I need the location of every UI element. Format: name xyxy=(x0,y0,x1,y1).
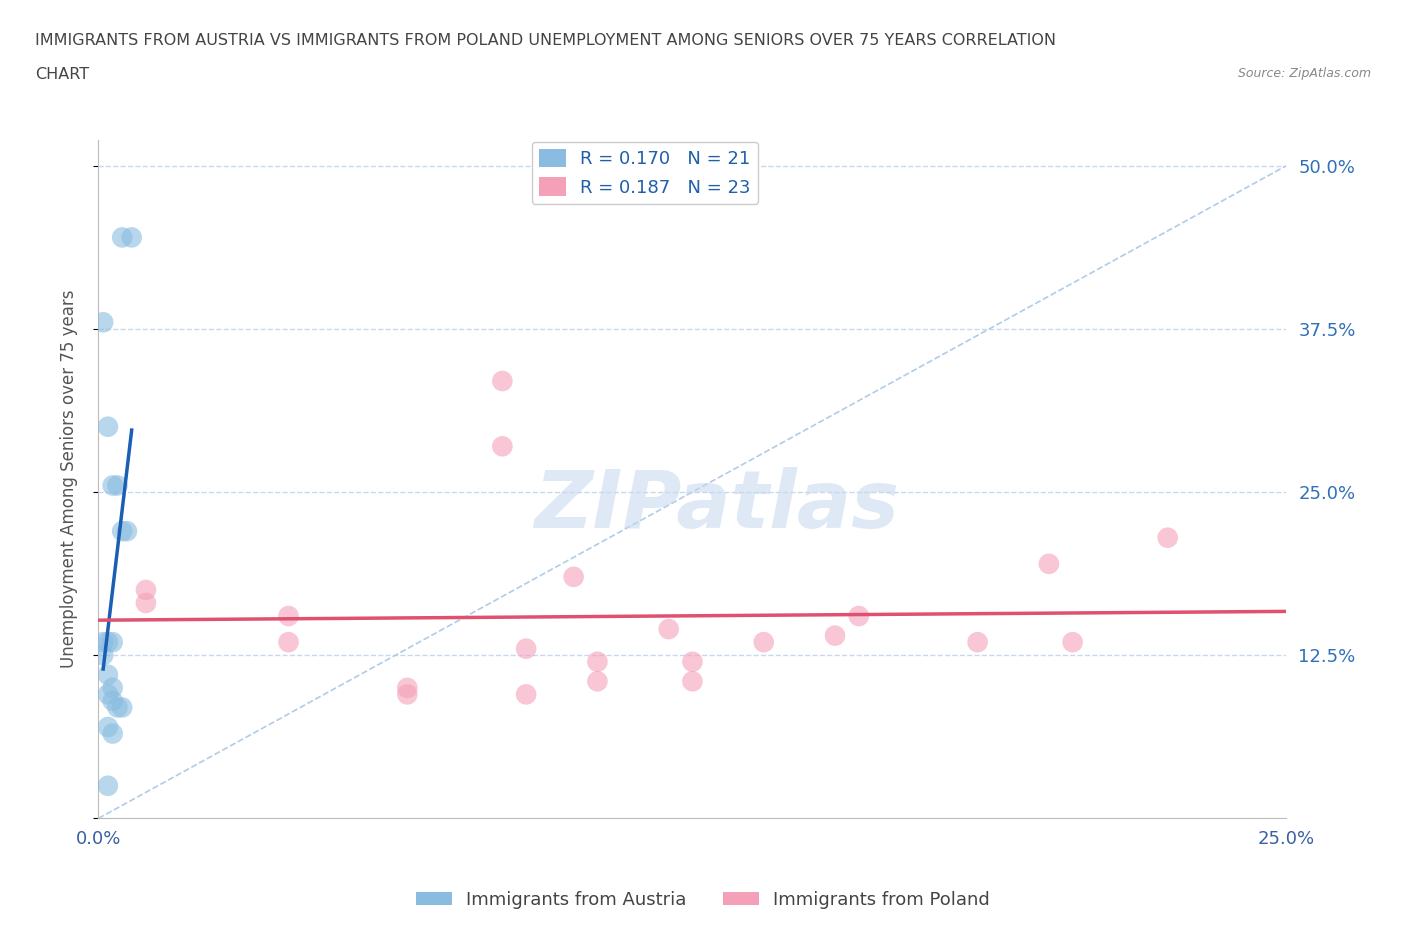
Point xyxy=(97,634,120,649)
Point xyxy=(1156,530,1178,545)
Text: Source: ZipAtlas.com: Source: ZipAtlas.com xyxy=(1237,67,1371,80)
Point xyxy=(111,230,134,245)
Point xyxy=(101,726,124,741)
Point xyxy=(97,720,120,735)
Point xyxy=(752,634,775,649)
Point xyxy=(682,674,704,689)
Point xyxy=(848,608,870,623)
Point xyxy=(111,700,134,715)
Point xyxy=(101,694,124,709)
Point xyxy=(107,478,129,493)
Text: ZIPatlas: ZIPatlas xyxy=(534,467,898,545)
Point xyxy=(101,634,124,649)
Point xyxy=(97,778,120,793)
Point xyxy=(101,478,124,493)
Point xyxy=(586,674,609,689)
Point xyxy=(396,687,419,702)
Point xyxy=(966,634,988,649)
Point xyxy=(97,419,120,434)
Point xyxy=(396,681,419,696)
Point xyxy=(101,681,124,696)
Legend: R = 0.170   N = 21, R = 0.187   N = 23: R = 0.170 N = 21, R = 0.187 N = 23 xyxy=(531,141,758,204)
Text: CHART: CHART xyxy=(35,67,89,82)
Point xyxy=(91,315,114,330)
Point xyxy=(562,569,585,584)
Point xyxy=(135,595,157,610)
Point xyxy=(91,648,114,663)
Point xyxy=(658,621,681,636)
Y-axis label: Unemployment Among Seniors over 75 years: Unemployment Among Seniors over 75 years xyxy=(59,290,77,668)
Legend: Immigrants from Austria, Immigrants from Poland: Immigrants from Austria, Immigrants from… xyxy=(409,884,997,916)
Point xyxy=(121,230,143,245)
Point xyxy=(97,687,120,702)
Point xyxy=(682,655,704,670)
Point xyxy=(115,524,138,538)
Point xyxy=(97,668,120,683)
Text: IMMIGRANTS FROM AUSTRIA VS IMMIGRANTS FROM POLAND UNEMPLOYMENT AMONG SENIORS OVE: IMMIGRANTS FROM AUSTRIA VS IMMIGRANTS FR… xyxy=(35,33,1056,47)
Point xyxy=(515,687,537,702)
Point xyxy=(1062,634,1084,649)
Point xyxy=(107,700,129,715)
Point xyxy=(491,439,513,454)
Point xyxy=(277,608,299,623)
Point xyxy=(515,642,537,657)
Point xyxy=(824,628,846,643)
Point xyxy=(111,524,134,538)
Point xyxy=(135,582,157,597)
Point xyxy=(277,634,299,649)
Point xyxy=(91,634,114,649)
Point xyxy=(586,655,609,670)
Point xyxy=(1038,556,1060,571)
Point xyxy=(491,374,513,389)
